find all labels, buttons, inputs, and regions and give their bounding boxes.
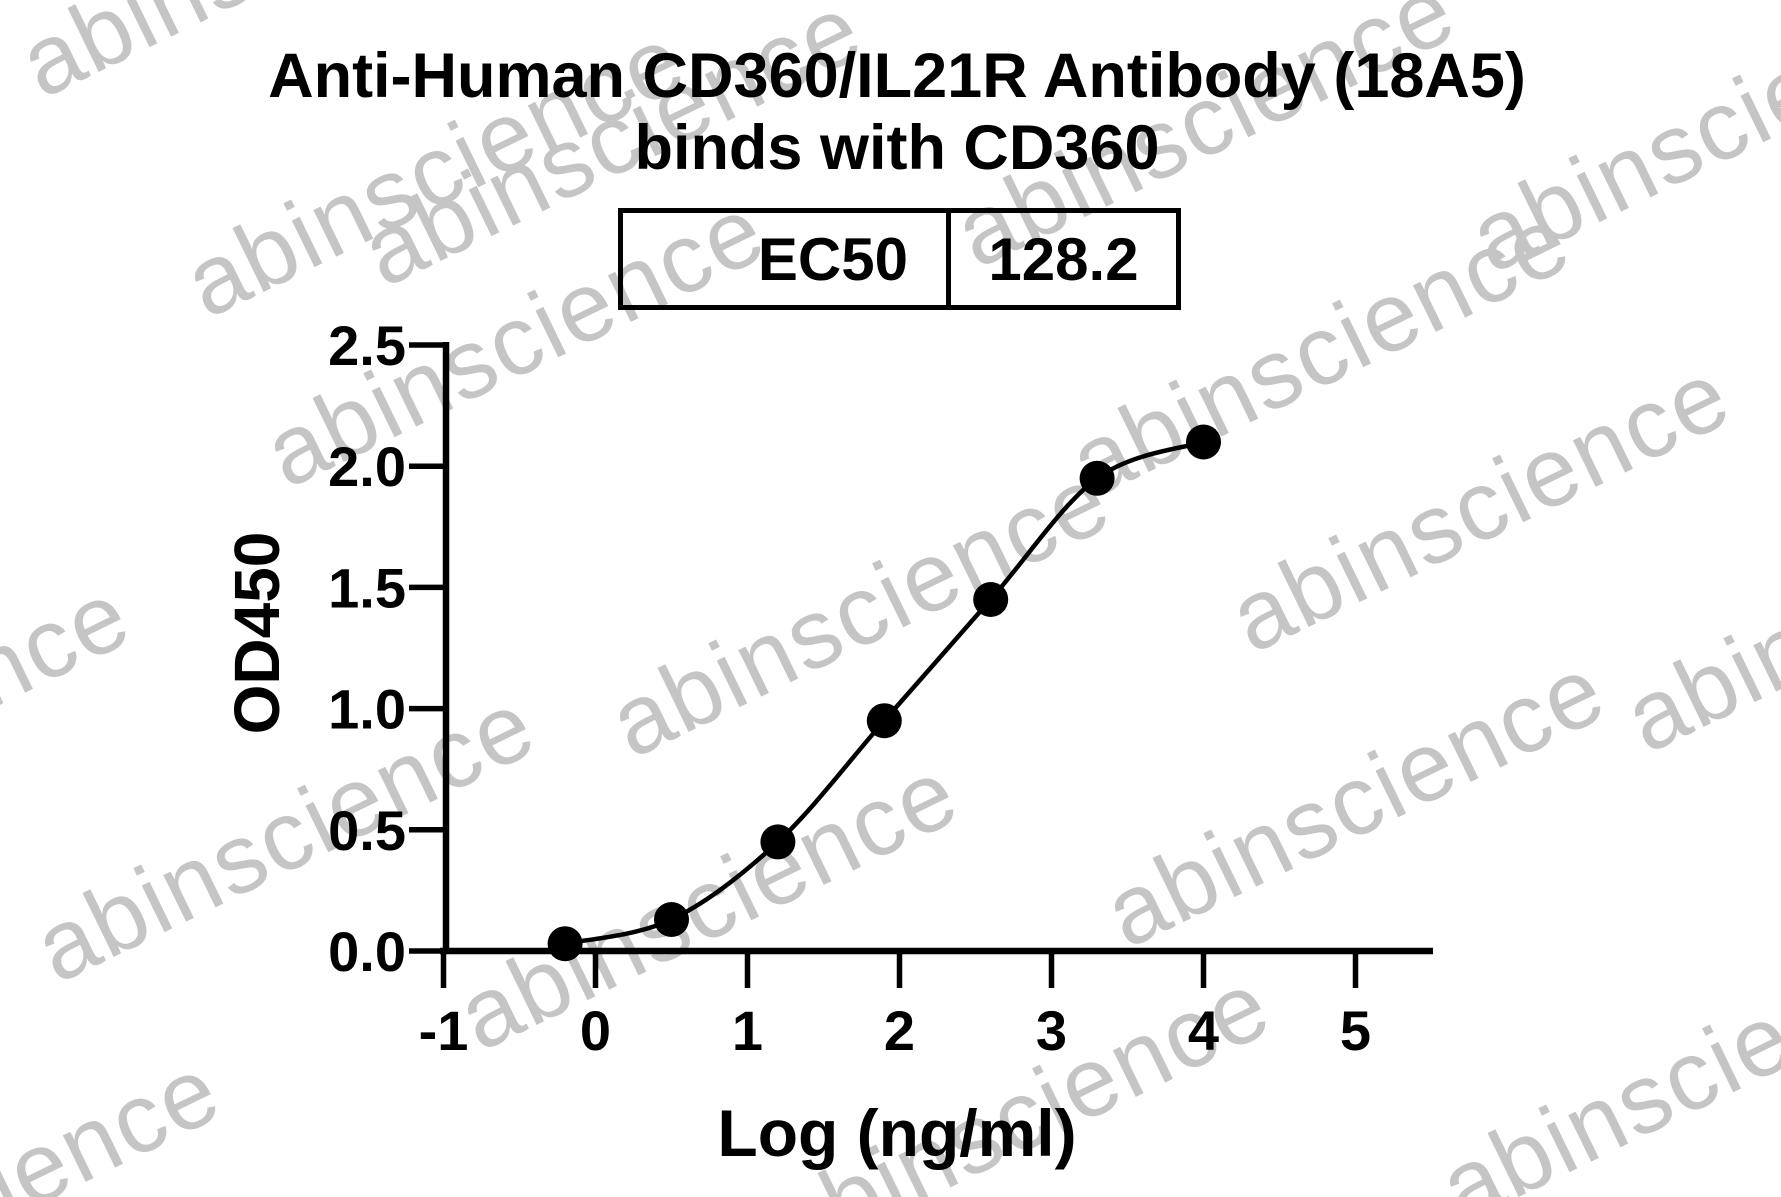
data-point <box>760 824 796 860</box>
x-tick-label: 1 <box>732 999 763 1062</box>
y-tick-label: 2.0 <box>328 435 406 498</box>
x-axis-title: Log (ng/ml) <box>717 1096 1077 1170</box>
data-point <box>654 902 689 937</box>
x-tick-label: 2 <box>884 999 915 1062</box>
chart-title-line2: binds with CD360 <box>634 113 1160 183</box>
x-tick-label: 5 <box>1340 999 1371 1062</box>
x-tick-label: -1 <box>419 999 469 1062</box>
data-point <box>1186 424 1221 460</box>
ec50-table: EC50 128.2 <box>618 208 1181 310</box>
data-point <box>1079 460 1115 496</box>
data-point <box>866 703 902 739</box>
y-tick-label: 2.5 <box>328 314 406 377</box>
data-point <box>973 582 1009 617</box>
y-tick-label: 1.0 <box>328 678 406 741</box>
chart-title: Anti-Human CD360/IL21R Antibody (18A5) b… <box>268 40 1526 184</box>
ec50-label-cell: EC50 <box>623 213 951 305</box>
ec50-value-cell: 128.2 <box>988 225 1139 293</box>
x-tick-label: 0 <box>580 999 611 1062</box>
fit-curve <box>564 439 1205 946</box>
y-tick-label: 0.0 <box>328 920 406 983</box>
y-axis-title: OD450 <box>221 531 293 735</box>
x-tick-label: 4 <box>1188 999 1219 1062</box>
data-point <box>547 926 583 962</box>
chart-title-line1: Anti-Human CD360/IL21R Antibody (18A5) <box>268 41 1526 111</box>
y-tick-label: 1.5 <box>328 556 406 619</box>
x-tick-label: 3 <box>1036 999 1067 1062</box>
y-tick-label: 0.5 <box>328 799 406 862</box>
